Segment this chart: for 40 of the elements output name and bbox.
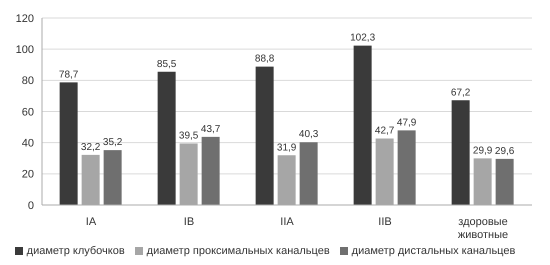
x-tick-label: здоровые животные — [458, 216, 508, 241]
data-label: 40,3 — [298, 129, 319, 140]
data-label: 102,3 — [350, 32, 376, 44]
x-tick-label: IIA — [280, 216, 294, 228]
y-tick-label: 0 — [28, 200, 34, 212]
y-tick-label: 40 — [22, 138, 34, 150]
y-tick-label: 120 — [16, 12, 34, 25]
legend-label: диаметр клубочков — [26, 245, 125, 257]
bar — [60, 82, 78, 205]
bar — [354, 46, 372, 205]
data-label: 39,5 — [178, 130, 199, 142]
y-tick-label: 60 — [22, 106, 34, 118]
data-label: 42,7 — [374, 125, 395, 136]
bar — [104, 150, 122, 205]
data-label: 85,5 — [156, 58, 177, 70]
bar — [300, 142, 318, 205]
x-tick-label: IA — [86, 216, 97, 228]
bar — [496, 158, 514, 205]
data-label: 29,9 — [472, 145, 493, 156]
bar — [452, 100, 470, 205]
legend-label: диаметр дистальных канальцев — [352, 245, 516, 257]
data-label: 78,7 — [58, 69, 79, 80]
bar — [256, 66, 274, 205]
data-label: 88,8 — [254, 54, 275, 65]
legend-label: диаметр проксимальных канальцев — [146, 245, 330, 257]
data-label: 47,9 — [396, 117, 417, 128]
data-label: 31,9 — [276, 142, 297, 154]
data-label: 35,2 — [102, 137, 123, 148]
data-label: 29,6 — [494, 146, 515, 157]
x-tick-label: IB — [184, 216, 194, 228]
bar — [158, 72, 176, 205]
x-tick-label: IIB — [378, 216, 392, 228]
data-label: 67,2 — [450, 87, 471, 98]
y-tick-label: 20 — [22, 168, 34, 181]
y-tick-label: 80 — [22, 75, 34, 88]
y-tick-label: 100 — [16, 44, 34, 56]
data-label: 43,7 — [200, 124, 221, 135]
bar — [398, 130, 416, 205]
data-label: 32,2 — [80, 142, 101, 153]
bar — [202, 136, 220, 205]
